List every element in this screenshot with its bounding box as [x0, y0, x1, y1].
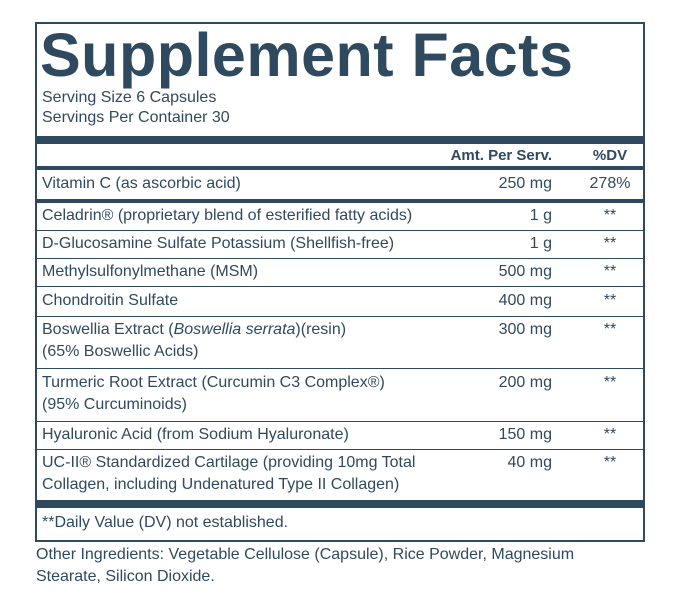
daily-value: ** — [603, 426, 617, 443]
amount: 250 mg — [498, 175, 552, 192]
rule — [37, 230, 643, 231]
ingredient-name: Celadrin® (proprietary blend of esterifi… — [42, 207, 413, 224]
serving-size: Serving Size 6 Capsules — [42, 89, 217, 106]
daily-value: ** — [603, 263, 617, 280]
daily-value: ** — [603, 374, 617, 391]
amount: 400 mg — [498, 292, 552, 309]
rule — [37, 449, 643, 450]
ingredient-name: UC-II® Standardized Cartilage (providing… — [42, 454, 416, 471]
other-ingredients: Other Ingredients: Vegetable Cellulose (… — [36, 546, 575, 563]
ingredient-name: Boswellia Extract (Boswellia serrata)(re… — [42, 320, 346, 340]
name-italic: Boswellia serrata — [173, 321, 296, 338]
amount: 40 mg — [507, 454, 552, 471]
daily-value: ** — [603, 454, 617, 471]
title: Supplement Facts — [40, 21, 574, 89]
bar — [37, 199, 643, 203]
header-amount: Amt. Per Serv. — [450, 147, 552, 164]
ingredient-name: Chondroitin Sulfate — [42, 292, 179, 309]
rule — [37, 316, 643, 317]
ingredient-name: (65% Boswellic Acids) — [42, 343, 199, 360]
daily-value: ** — [603, 292, 617, 309]
amount: 1 g — [529, 235, 552, 252]
ingredient-name: Hyaluronic Acid (from Sodium Hyaluronate… — [42, 426, 349, 443]
amount: 300 mg — [498, 321, 552, 338]
header-dv: %DV — [592, 147, 628, 164]
amount: 1 g — [529, 207, 552, 224]
bar — [37, 166, 643, 170]
amount: 150 mg — [498, 426, 552, 443]
rule — [37, 421, 643, 422]
ingredient-name: D-Glucosamine Sulfate Potassium (Shellfi… — [42, 235, 395, 252]
ingredient-name: Collagen, including Undenatured Type II … — [42, 476, 400, 493]
footnote: **Daily Value (DV) not established. — [42, 514, 289, 531]
daily-value: ** — [603, 207, 617, 224]
rule — [37, 368, 643, 369]
rule — [37, 258, 643, 259]
daily-value: ** — [603, 321, 617, 338]
name-part: Boswellia Extract ( — [42, 321, 174, 338]
daily-value: 278% — [589, 175, 631, 192]
thick-bar — [37, 500, 643, 508]
daily-value: ** — [603, 235, 617, 252]
other-ingredients: Stearate, Silicon Dioxide. — [36, 568, 215, 585]
panel-border — [35, 22, 645, 542]
ingredient-name: Turmeric Root Extract (Curcumin C3 Compl… — [42, 374, 385, 391]
name-part: )(resin) — [295, 321, 347, 338]
servings-per-container: Servings Per Container 30 — [42, 109, 230, 126]
ingredient-name: Vitamin C (as ascorbic acid) — [42, 175, 241, 192]
amount: 200 mg — [498, 374, 552, 391]
thick-bar — [37, 136, 643, 144]
amount: 500 mg — [498, 263, 552, 280]
rule — [37, 286, 643, 287]
ingredient-name: Methylsulfonylmethane (MSM) — [42, 263, 259, 280]
ingredient-name: (95% Curcuminoids) — [42, 396, 187, 413]
